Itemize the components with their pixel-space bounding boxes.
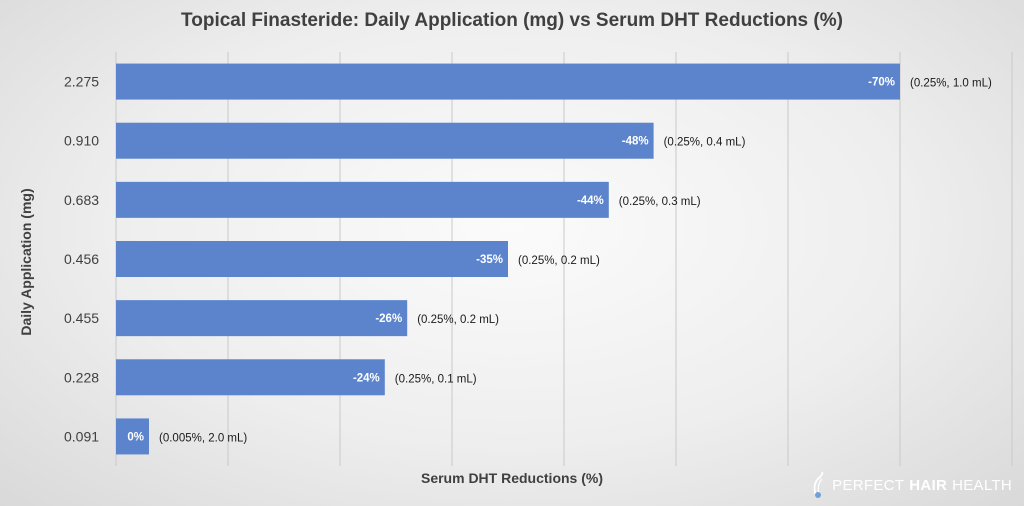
- bar: [116, 300, 408, 337]
- bar: [116, 418, 149, 455]
- bar-annotation: (0.25%, 1.0 mL): [910, 78, 992, 90]
- bar-annotation: (0.25%, 0.3 mL): [619, 196, 701, 208]
- hair-follicle-icon: [813, 472, 824, 498]
- chart-title: Topical Finasteride: Daily Application (…: [181, 10, 843, 31]
- bar-value-label: -26%: [375, 313, 402, 325]
- bar: [116, 63, 900, 100]
- bar: [116, 241, 508, 277]
- bar-annotation: (0.005%, 2.0 mL): [159, 432, 247, 444]
- logo-text-hair: HAIR: [909, 476, 948, 494]
- bar: [116, 359, 385, 396]
- bar-annotation: (0.25%, 0.2 mL): [518, 255, 600, 267]
- bar-value-label: -70%: [868, 77, 895, 89]
- bar-value-label: -44%: [577, 195, 604, 207]
- bar-annotation: (0.25%, 0.4 mL): [664, 137, 746, 149]
- brand-logo: PERFECT HAIR HEALTH: [811, 472, 1012, 498]
- logo-text-perfect: PERFECT: [832, 476, 905, 494]
- bar: [116, 181, 609, 218]
- y-tick-label: 0.228: [64, 369, 99, 385]
- y-tick-label: 0.455: [64, 310, 99, 326]
- logo-text-health: HEALTH: [952, 476, 1012, 494]
- bar-value-label: -48%: [622, 136, 649, 148]
- y-tick-label: 0.910: [64, 133, 99, 149]
- y-tick-label: 0.091: [64, 428, 99, 444]
- y-tick-label: 2.275: [64, 74, 99, 90]
- bar-value-label: -35%: [476, 254, 503, 266]
- x-axis-label: Serum DHT Reductions (%): [420, 470, 603, 486]
- bar-value-label: 0%: [127, 431, 144, 443]
- bar-value-label: -24%: [353, 372, 380, 384]
- bar: [116, 122, 654, 159]
- y-tick-label: 0.456: [64, 251, 99, 267]
- bar-annotation: (0.25%, 0.2 mL): [417, 314, 499, 326]
- y-tick-label: 0.683: [64, 192, 99, 208]
- bar-annotation: (0.25%, 0.1 mL): [395, 373, 477, 385]
